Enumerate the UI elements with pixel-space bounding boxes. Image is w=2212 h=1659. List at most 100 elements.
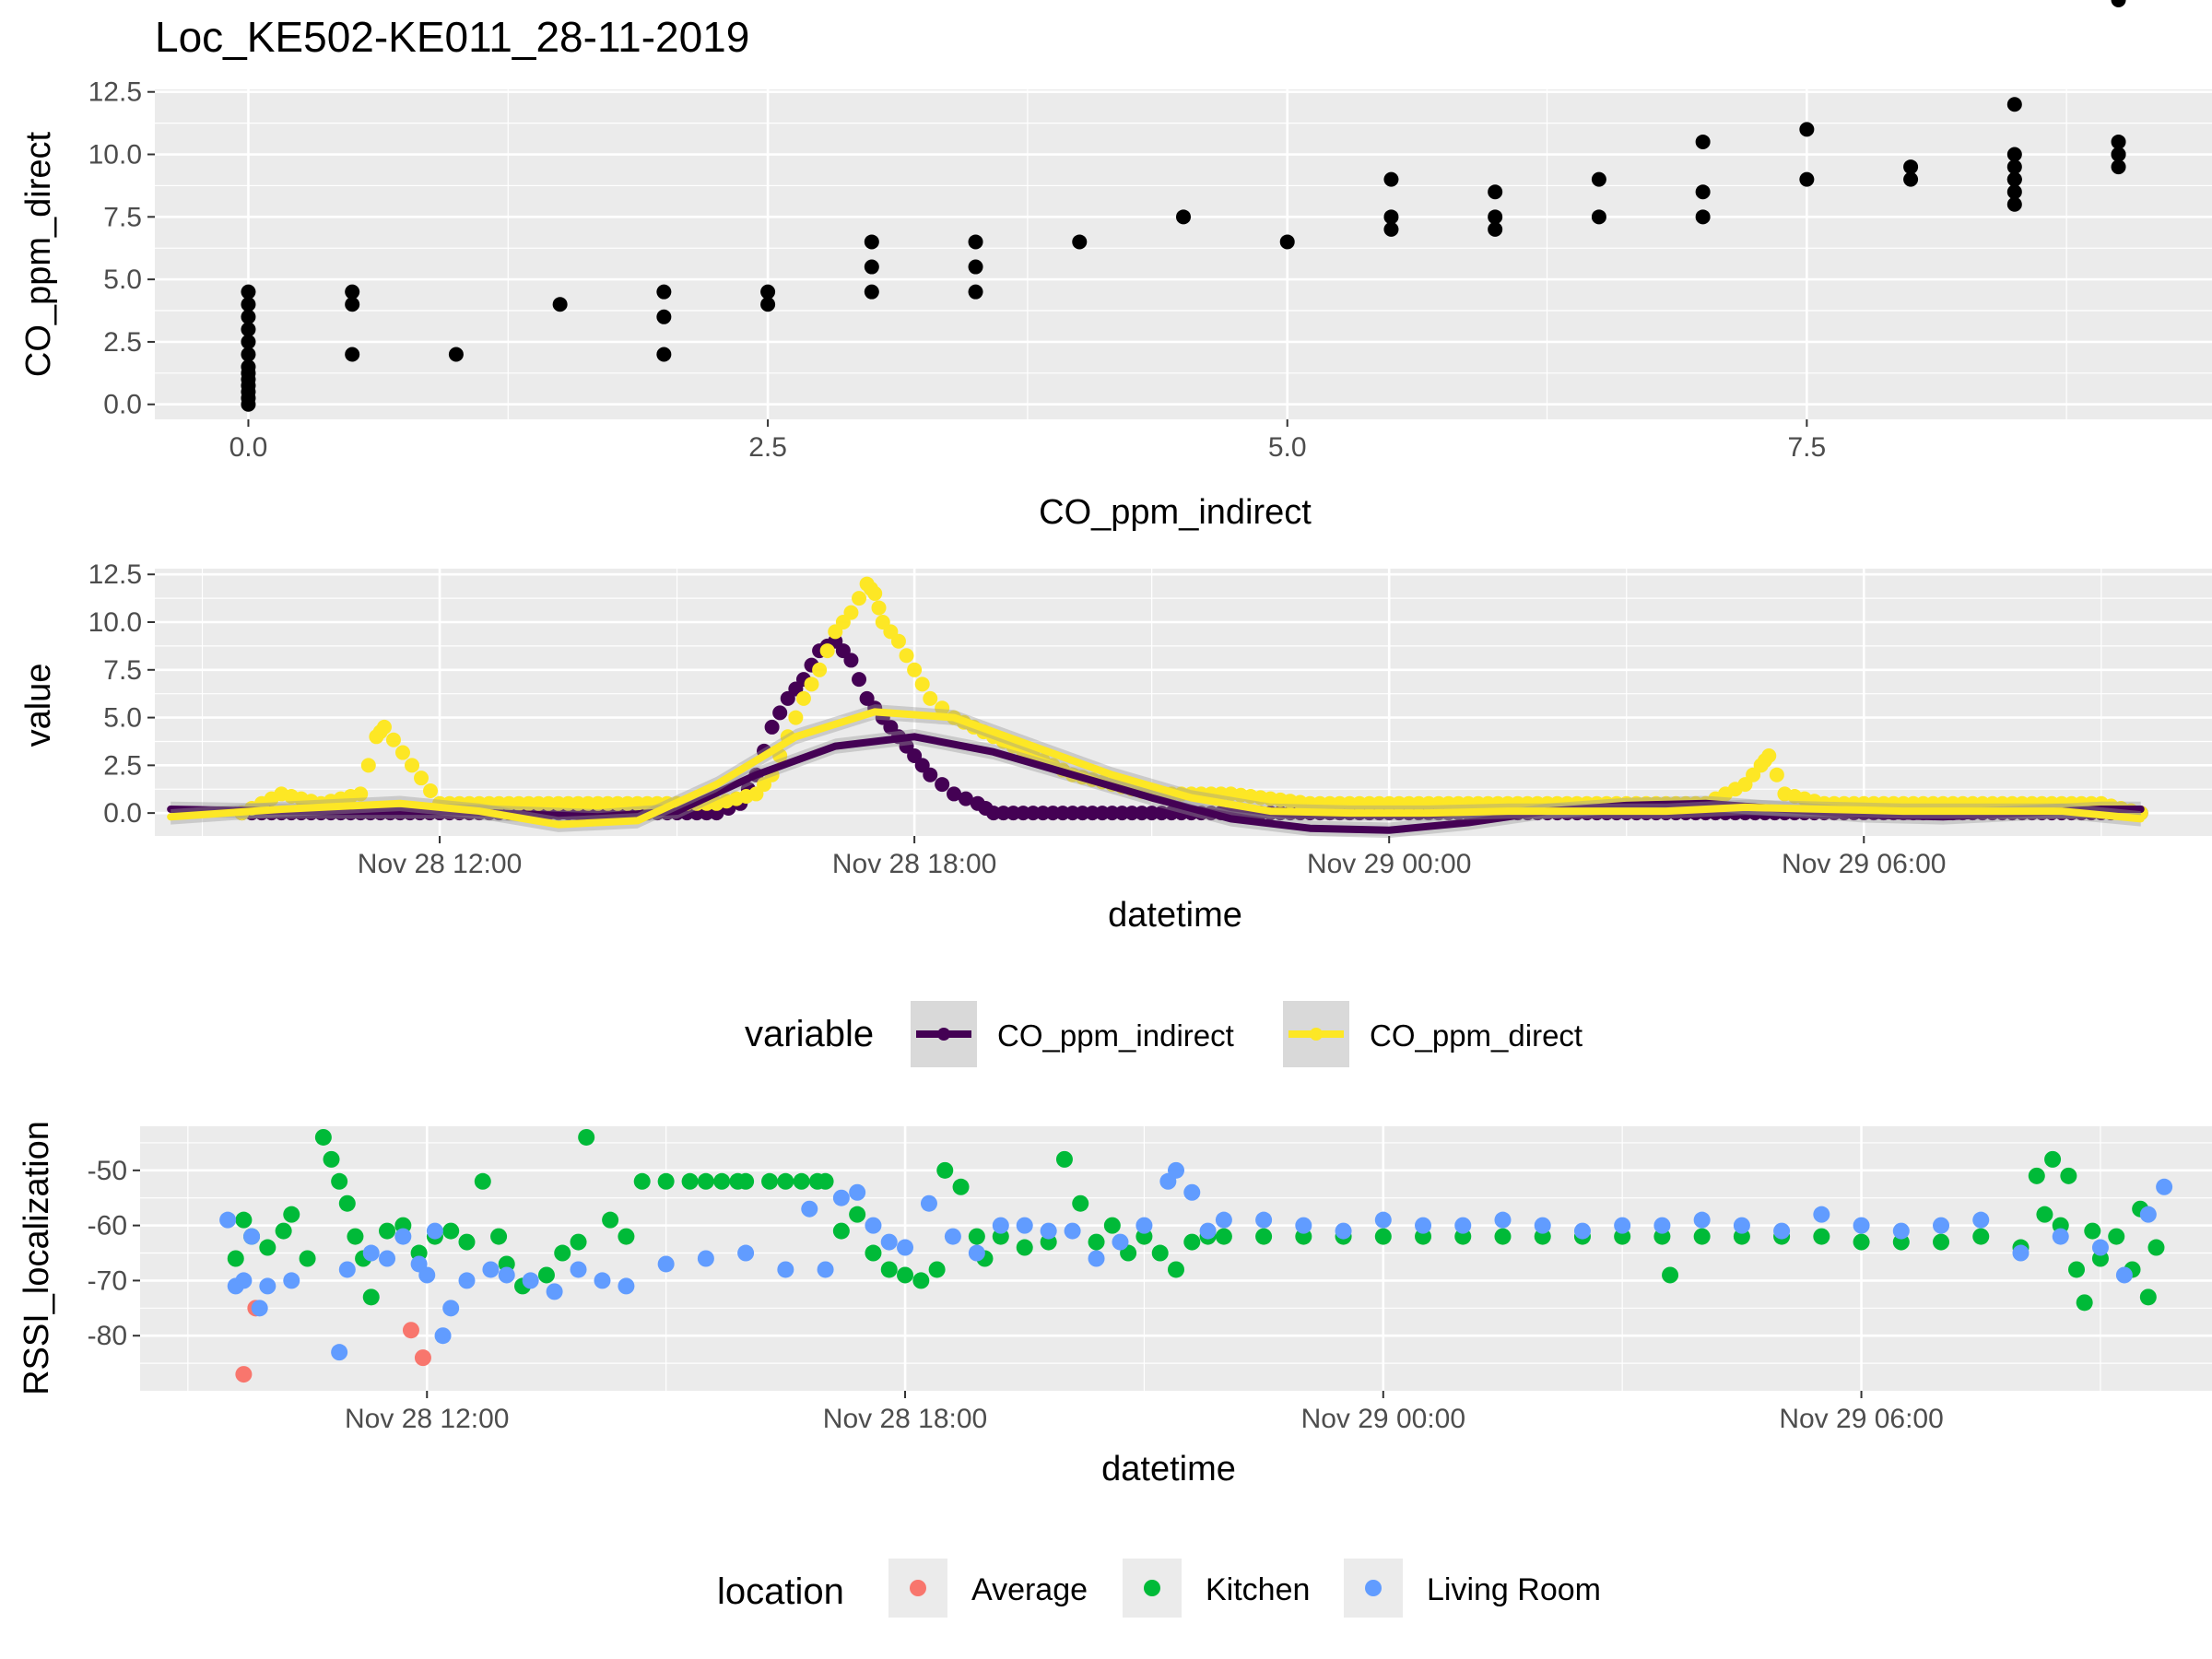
data-point xyxy=(935,777,950,793)
data-point xyxy=(1662,1266,1679,1284)
data-point xyxy=(353,786,369,802)
data-point xyxy=(602,1211,619,1229)
data-point xyxy=(1016,1217,1033,1234)
data-point xyxy=(498,1266,515,1284)
data-point xyxy=(1761,748,1777,763)
data-point xyxy=(1534,1217,1551,1234)
data-point xyxy=(241,284,256,300)
chart-title: Loc_KE502-KE011_28-11-2019 xyxy=(155,13,749,61)
data-point xyxy=(448,347,464,362)
data-point xyxy=(2036,1206,2053,1223)
data-point xyxy=(241,322,256,337)
data-point xyxy=(1103,1217,1121,1234)
data-point xyxy=(788,710,804,725)
data-point xyxy=(1813,1228,1830,1245)
data-point xyxy=(219,1211,237,1229)
data-point xyxy=(1183,1233,1201,1251)
y-tick-label: -50 xyxy=(88,1156,127,1186)
data-point xyxy=(737,1244,755,1262)
y-tick-label: 5.0 xyxy=(103,265,142,295)
data-point xyxy=(1903,171,1919,187)
data-point xyxy=(482,1261,500,1278)
data-point xyxy=(1335,1222,1352,1240)
data-point xyxy=(434,1327,452,1345)
data-point xyxy=(1799,171,1815,187)
data-point xyxy=(928,1261,946,1278)
legend-label-living-room: Living Room xyxy=(1427,1572,1601,1607)
data-point xyxy=(235,1366,253,1383)
points xyxy=(241,0,2126,412)
data-point xyxy=(772,705,788,721)
data-point xyxy=(1168,1161,1184,1179)
data-point xyxy=(777,1261,794,1278)
data-point xyxy=(2111,159,2126,175)
data-point xyxy=(426,1222,443,1240)
data-point xyxy=(920,1194,937,1212)
data-point xyxy=(1933,1233,1950,1251)
data-point xyxy=(618,1277,635,1295)
data-point xyxy=(2006,147,2022,162)
data-point xyxy=(1494,1228,1512,1245)
data-point xyxy=(259,1239,276,1256)
data-point xyxy=(871,600,887,616)
data-point xyxy=(1183,1183,1201,1201)
data-point xyxy=(1573,1222,1591,1240)
data-point xyxy=(849,1206,866,1223)
data-point xyxy=(897,1239,914,1256)
data-point xyxy=(777,1172,794,1190)
data-point xyxy=(657,1172,675,1190)
legend-point-direct xyxy=(1310,1028,1323,1041)
data-point xyxy=(819,643,835,659)
data-point xyxy=(251,1300,268,1317)
data-point xyxy=(414,1349,431,1367)
data-point xyxy=(1591,209,1606,225)
data-point xyxy=(865,1244,882,1262)
data-point xyxy=(1176,209,1191,225)
data-point xyxy=(843,605,859,620)
data-point xyxy=(331,1172,348,1190)
data-point xyxy=(947,786,962,802)
data-point xyxy=(552,297,568,312)
data-point xyxy=(314,1128,332,1146)
data-point xyxy=(832,1222,850,1240)
y-tick-label: 10.0 xyxy=(88,140,142,171)
data-point xyxy=(1494,1211,1512,1229)
data-point xyxy=(299,1250,316,1267)
data-point xyxy=(243,1228,261,1245)
legend-location: location Average Kitchen Living Room xyxy=(717,1559,1601,1618)
data-point xyxy=(1215,1211,1232,1229)
data-point xyxy=(880,1233,898,1251)
data-point xyxy=(546,1283,563,1300)
y-tick-label: 12.5 xyxy=(88,77,142,108)
legend-point-indirect xyxy=(937,1028,950,1041)
data-point xyxy=(345,347,360,362)
data-point xyxy=(338,1261,356,1278)
data-point xyxy=(331,1344,348,1361)
data-point xyxy=(2044,1150,2062,1168)
data-point xyxy=(864,234,879,250)
x-tick-label: 2.5 xyxy=(748,432,787,463)
data-point xyxy=(1415,1217,1432,1234)
data-point xyxy=(852,672,867,688)
smooth-lines xyxy=(167,704,2145,839)
data-point xyxy=(657,1255,675,1273)
data-point xyxy=(474,1172,491,1190)
y-tick-label: -80 xyxy=(88,1321,127,1351)
y-tick-label: 2.5 xyxy=(103,327,142,358)
data-point xyxy=(458,1272,476,1289)
data-point xyxy=(1168,1261,1184,1278)
data-point xyxy=(907,662,923,677)
data-point xyxy=(1088,1233,1105,1251)
data-point xyxy=(2068,1261,2086,1278)
data-point xyxy=(2115,1266,2133,1284)
data-point xyxy=(618,1228,635,1245)
data-point xyxy=(394,1228,412,1245)
legend-title: location xyxy=(717,1571,844,1612)
data-point xyxy=(2006,184,2022,200)
data-point xyxy=(235,1211,253,1229)
data-point xyxy=(681,1172,699,1190)
data-point xyxy=(1853,1233,1870,1251)
data-point xyxy=(852,591,867,606)
data-point xyxy=(1374,1228,1392,1245)
